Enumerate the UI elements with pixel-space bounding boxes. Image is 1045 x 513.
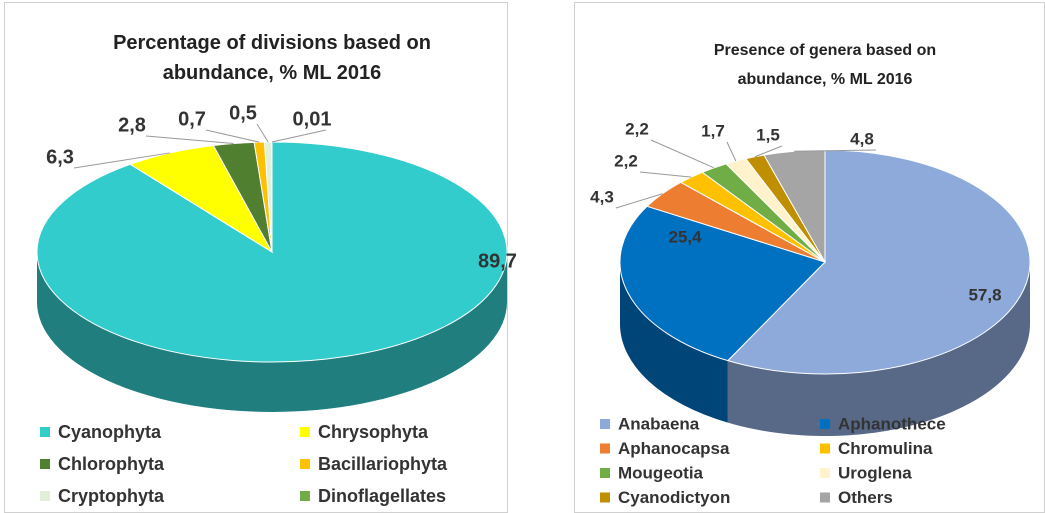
- legend-swatch: [600, 419, 610, 429]
- data-label: 2,8: [118, 114, 146, 136]
- slice: [619, 205, 826, 362]
- leader-line: [754, 145, 783, 158]
- legend-label: Chlorophyta: [58, 454, 165, 474]
- data-label: 0,01: [293, 108, 332, 130]
- chart-title: Percentage of divisions based on abundan…: [113, 32, 431, 84]
- legend-label: Cyanodictyon: [618, 488, 730, 507]
- legend-swatch: [820, 419, 830, 429]
- data-label: 1,7: [701, 121, 725, 140]
- legend-label: Uroglena: [838, 463, 912, 482]
- data-label: 25,4: [668, 227, 702, 246]
- data-label: 89,7: [478, 250, 517, 272]
- legend-label: Bacillariophyta: [318, 454, 448, 474]
- leader-line: [205, 129, 260, 143]
- leader-line: [145, 135, 234, 144]
- legend-swatch: [600, 468, 610, 478]
- leader-line: [271, 129, 327, 143]
- leader-line: [726, 141, 737, 162]
- legend-label: Cryptophyta: [58, 486, 165, 506]
- legend-label: Chromulina: [838, 439, 933, 458]
- leader-line: [73, 152, 170, 169]
- data-label: 4,3: [590, 187, 614, 206]
- legend-label: Others: [838, 488, 893, 507]
- data-label: 2,2: [614, 151, 638, 170]
- legend-swatch: [300, 491, 310, 501]
- data-label: 4,8: [850, 129, 874, 148]
- leader-line: [794, 149, 877, 152]
- slice-side: [620, 262, 728, 423]
- legend-label: Aphanothece: [838, 414, 946, 433]
- data-label: 0,5: [229, 102, 257, 124]
- legend-swatch: [40, 459, 50, 469]
- legend-label: Mougeotia: [618, 463, 704, 482]
- legend-label: Anabaena: [618, 414, 700, 433]
- legend-label: Aphanocapsa: [618, 439, 730, 458]
- legend-swatch: [300, 459, 310, 469]
- legend-swatch: [820, 492, 830, 503]
- chart-title: Presence of genera based on abundance, %…: [713, 42, 937, 88]
- data-label: 57,8: [968, 285, 1001, 304]
- leader-line: [650, 139, 715, 169]
- legend-label: Chrysophyta: [318, 422, 429, 442]
- legend-label: Dinoflagellates: [318, 486, 446, 506]
- legend-swatch: [600, 443, 610, 454]
- data-label: 1,5: [756, 125, 780, 144]
- data-label: 6,3: [46, 146, 74, 168]
- legend-swatch: [820, 443, 830, 454]
- leader-line: [256, 123, 269, 143]
- legend-swatch: [600, 492, 610, 503]
- legend-label: Cyanophyta: [58, 422, 162, 442]
- leader-line: [639, 171, 692, 178]
- legend-swatch: [40, 491, 50, 501]
- legend-swatch: [40, 427, 50, 437]
- data-label: 0,7: [178, 108, 206, 130]
- legend-swatch: [820, 468, 830, 478]
- legend-swatch: [300, 427, 310, 437]
- slice-side: [37, 252, 507, 412]
- slice: [763, 149, 826, 264]
- leader-line: [615, 193, 663, 209]
- slice: [726, 149, 1031, 375]
- data-label: 2,2: [625, 119, 649, 138]
- slice-side: [727, 262, 1030, 437]
